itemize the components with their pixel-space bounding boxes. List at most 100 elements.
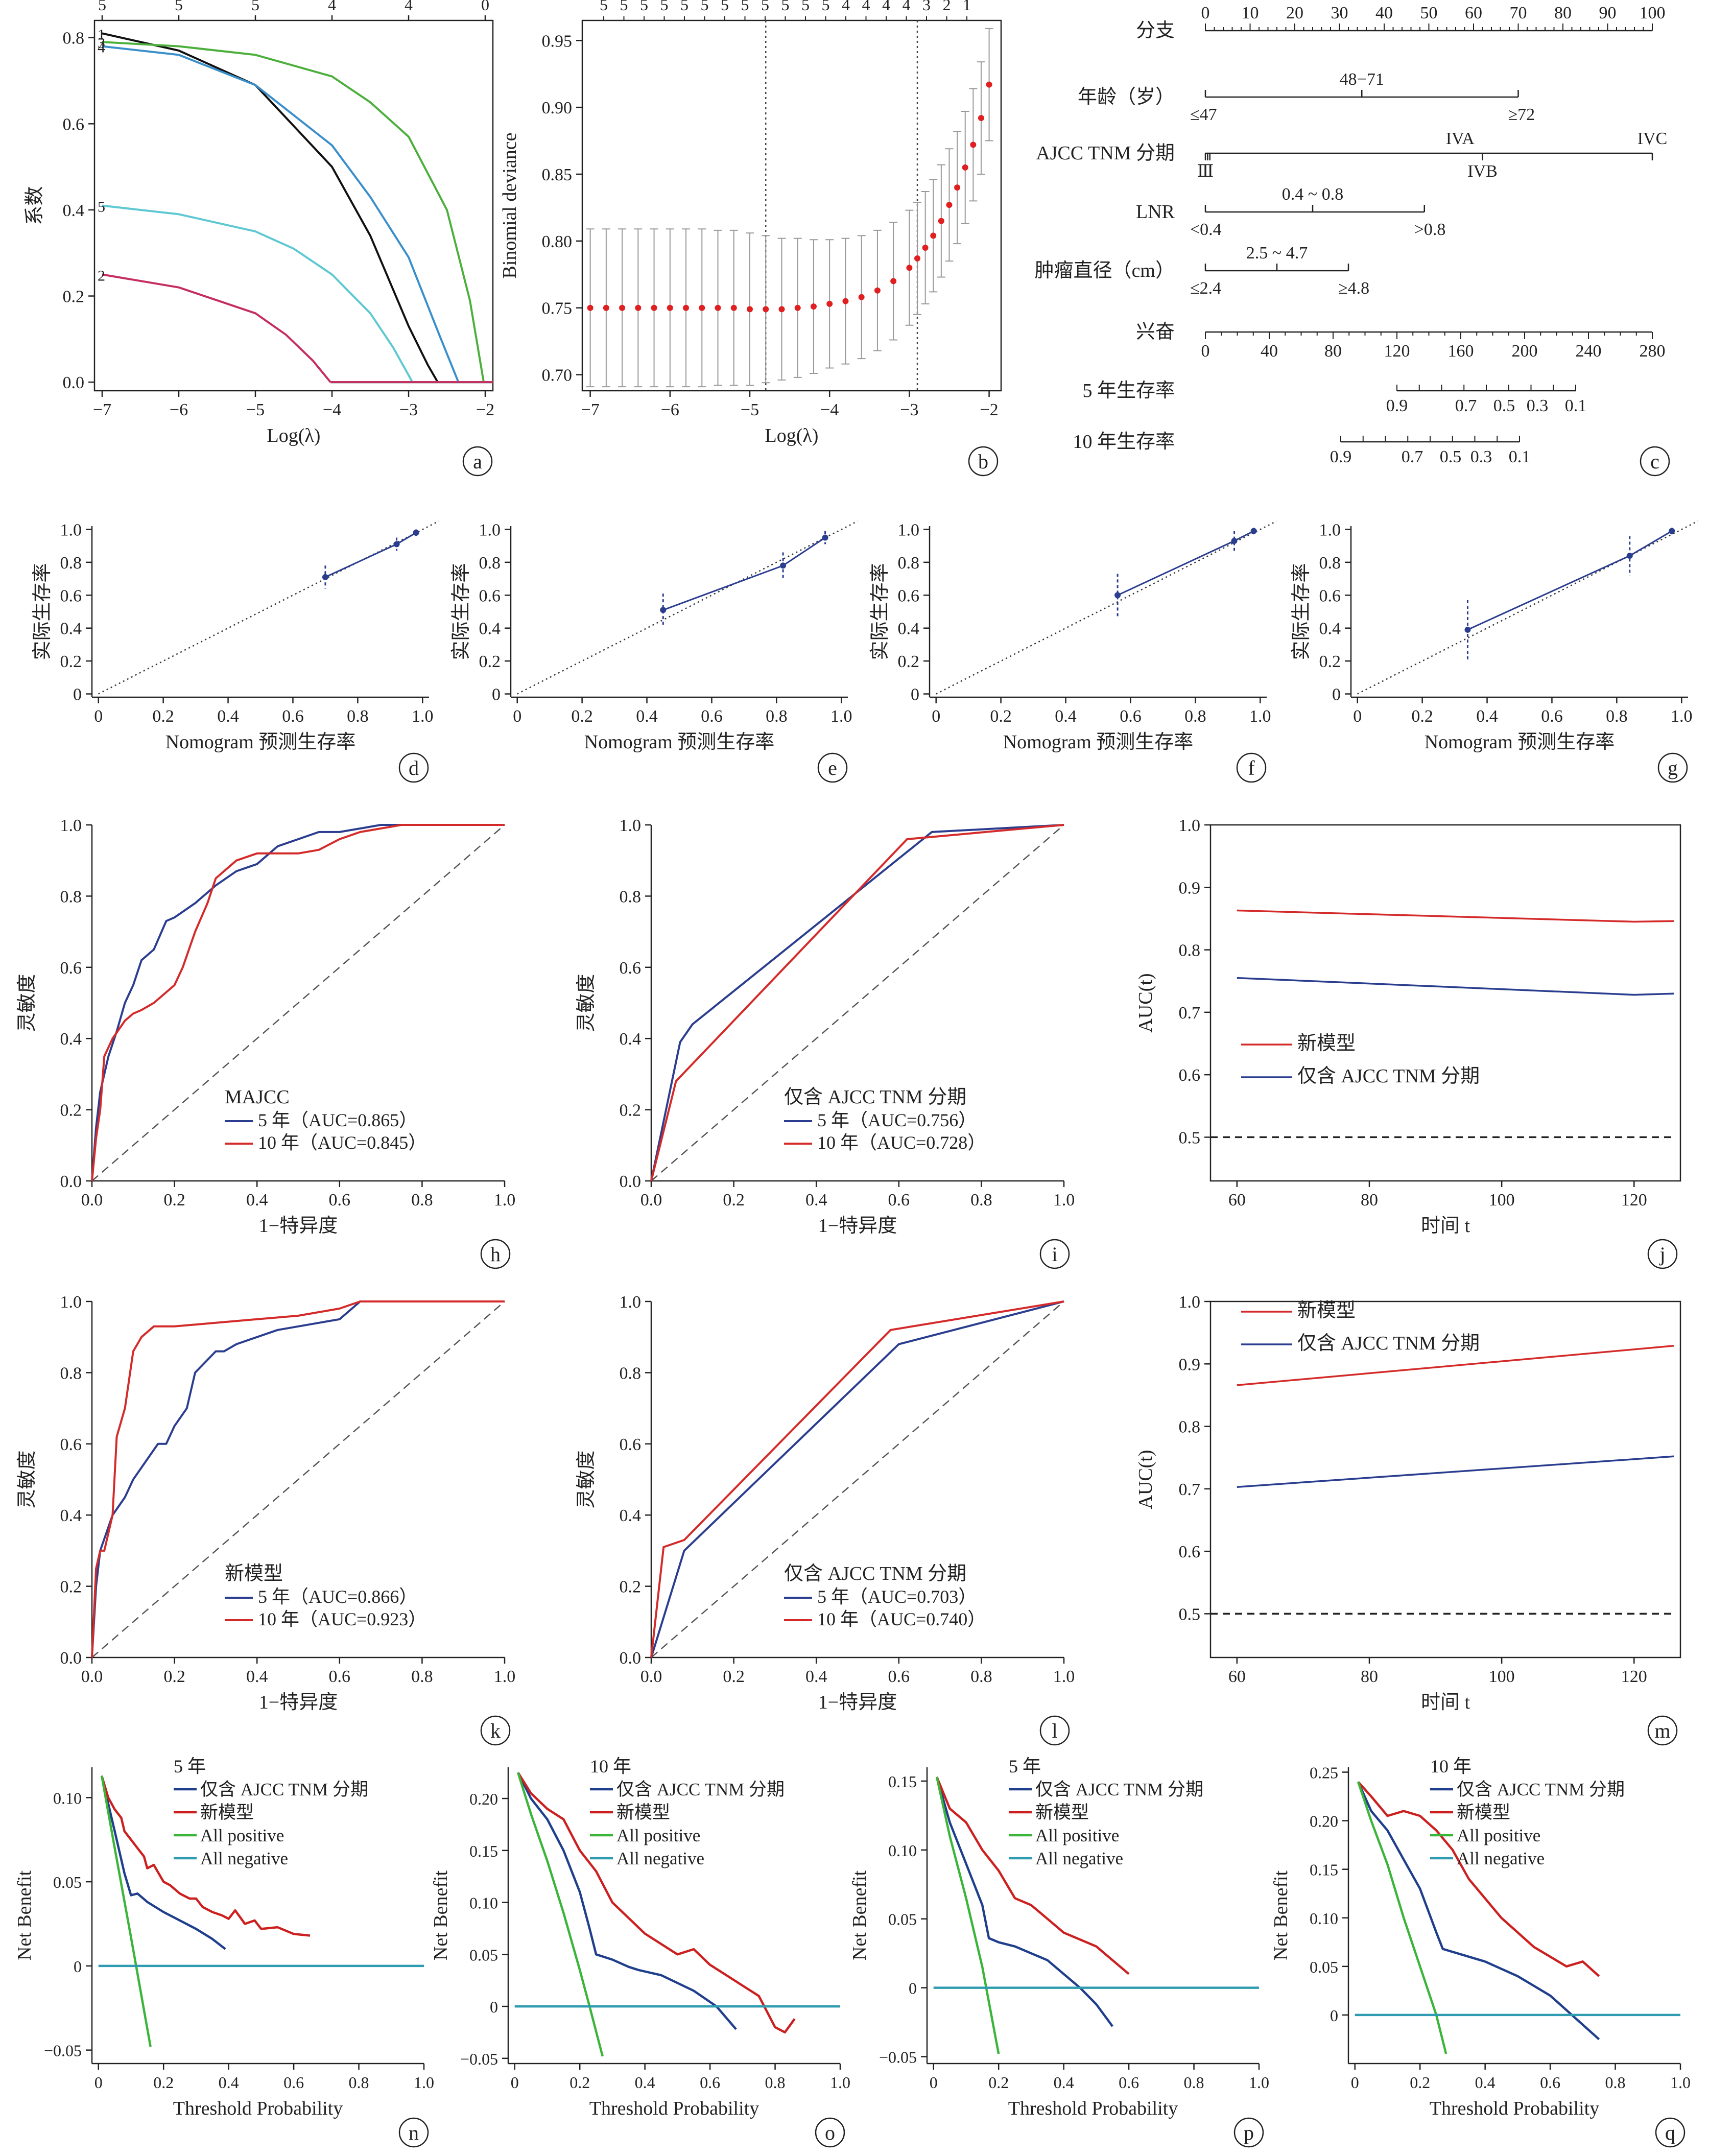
y-tick-label: 0.6 bbox=[1319, 586, 1341, 605]
top-tick-label: 4 bbox=[405, 0, 413, 14]
deviance-point bbox=[922, 244, 929, 251]
x-tick-label: 0.8 bbox=[411, 1667, 433, 1686]
y-tick-label: 1.0 bbox=[898, 520, 920, 539]
axes-o: 0 0.2 0.4 0.6 0.8 1.0 −0.05 0 0.05 0.10 0.15 0.20 Th… bbox=[430, 1756, 850, 2119]
y-tick-label: 0.75 bbox=[542, 299, 573, 318]
scale-tick-label: 10 bbox=[1242, 4, 1259, 22]
legend-label: All positive bbox=[1035, 1826, 1119, 1845]
scale-tick-label: 70 bbox=[1510, 4, 1527, 22]
x-axis-title: Nomogram 预测生存率 bbox=[1003, 731, 1194, 753]
x-axis-title: 1−特异度 bbox=[818, 1692, 897, 1713]
scale-tick-label: 0.7 bbox=[1455, 396, 1477, 415]
x-axis-title: 1−特异度 bbox=[259, 1215, 338, 1237]
panel-letter: l bbox=[1052, 1719, 1057, 1742]
y-tick-label: 0.6 bbox=[60, 959, 82, 978]
y-tick-label: 0.0 bbox=[60, 1172, 82, 1191]
x-tick-label: 1.0 bbox=[494, 1667, 516, 1686]
path-label: 4 bbox=[98, 39, 105, 56]
y-tick-label: 0.6 bbox=[60, 1435, 82, 1454]
x-axis-title: Threshold Probability bbox=[589, 2098, 759, 2119]
y-tick-label: 1.0 bbox=[1179, 1293, 1201, 1312]
x-tick-label: 1.0 bbox=[1671, 707, 1693, 726]
legend-label: 10 年（AUC=0.923） bbox=[258, 1609, 426, 1629]
y-axis-title: 灵敏度 bbox=[576, 1450, 597, 1508]
y-tick-label: 1.0 bbox=[479, 520, 501, 539]
calibration-point bbox=[822, 534, 828, 541]
panel-badge bbox=[1657, 752, 1688, 783]
x-tick-label: −2 bbox=[476, 400, 494, 419]
x-tick-label: 0.6 bbox=[1120, 707, 1142, 726]
scale-tick-label: 200 bbox=[1512, 342, 1538, 361]
y-axis-title: 实际生存率 bbox=[450, 563, 472, 660]
x-tick-label: 120 bbox=[1621, 1667, 1647, 1686]
plot-frame bbox=[93, 19, 494, 392]
panel-letter: i bbox=[1052, 1243, 1057, 1266]
y-axis-title: AUC(t) bbox=[1135, 1450, 1156, 1509]
top-tick-label: 5 bbox=[721, 0, 729, 14]
legend-label: All negative bbox=[200, 1849, 288, 1868]
legend-label: All negative bbox=[1457, 1849, 1545, 1868]
x-tick-label: −6 bbox=[661, 400, 679, 419]
panel-letter: m bbox=[1654, 1719, 1670, 1742]
x-tick-label: 0.6 bbox=[1540, 2073, 1560, 2092]
nomogram-row-label: 兴奋 bbox=[1136, 321, 1175, 343]
y-tick-label: 0.0 bbox=[620, 1649, 642, 1668]
y-tick-label: 0.15 bbox=[469, 1842, 498, 1860]
x-tick-label: 0.2 bbox=[988, 2073, 1009, 2092]
deviance-point bbox=[842, 298, 849, 304]
deviance-point bbox=[890, 278, 897, 285]
y-tick-label: 0 bbox=[1330, 2006, 1338, 2025]
y-tick-label: 0.70 bbox=[542, 366, 573, 385]
legend-title: 5 年 bbox=[1009, 1756, 1041, 1776]
roc-curve bbox=[91, 1300, 505, 1658]
y-axis-title: AUC(t) bbox=[1135, 973, 1156, 1032]
x-tick-label: 0.2 bbox=[571, 707, 593, 726]
top-tick-label: 5 bbox=[640, 0, 648, 14]
x-tick-label: 0.0 bbox=[81, 1667, 103, 1686]
y-tick-label: 0.15 bbox=[1310, 1861, 1338, 1879]
panel-badge bbox=[1647, 1715, 1678, 1746]
roc-curve bbox=[91, 1300, 505, 1658]
auc-line bbox=[1237, 977, 1674, 996]
x-tick-label: 0.4 bbox=[1055, 707, 1077, 726]
legend-label: 新模型 bbox=[1457, 1803, 1510, 1822]
x-tick-label: 0.4 bbox=[1475, 2073, 1496, 2092]
axes-l: 0.0 0.2 0.4 0.6 0.8 1.0 0.0 0.2 0.4 0.6 0.8 1.0 1−特异… bbox=[576, 1293, 1075, 1713]
legend-label: 5 年（AUC=0.866） bbox=[258, 1586, 417, 1607]
scale-tick-label: 0 bbox=[1201, 342, 1210, 361]
deviance-point bbox=[619, 304, 626, 311]
y-tick-label: 0.6 bbox=[63, 115, 85, 134]
axes-a: −7 −6 −5 −4 −3 −2 0.0 0.2 0.4 0.6 0.8 Log(λ) 系数 5 5 5 4 4… bbox=[24, 0, 494, 446]
y-axis-title: 灵敏度 bbox=[16, 1450, 38, 1508]
x-tick-label: 80 bbox=[1361, 1191, 1378, 1210]
y-tick-label: 0.8 bbox=[1179, 941, 1201, 960]
axes-e: 0 0.2 0.4 0.6 0.8 1.0 0 0.2 0.4 0.6 0.8 1.0 Nomogram… bbox=[450, 520, 858, 753]
scale-tick-label: >0.8 bbox=[1414, 220, 1446, 239]
y-tick-label: −0.05 bbox=[460, 2050, 498, 2068]
deviance-point bbox=[683, 304, 690, 311]
x-tick-label: 1.0 bbox=[1053, 1667, 1075, 1686]
top-tick-label: 4 bbox=[842, 0, 850, 14]
y-tick-label: 0.0 bbox=[60, 1649, 82, 1668]
coef-path bbox=[102, 204, 414, 383]
scale-tick-label: 0.1 bbox=[1509, 447, 1531, 466]
y-tick-label: 0.20 bbox=[469, 1790, 498, 1808]
path-label: 1 bbox=[98, 26, 105, 43]
x-tick-label: 0.6 bbox=[701, 707, 723, 726]
x-tick-label: 0.8 bbox=[765, 2073, 786, 2092]
legend-label: All negative bbox=[616, 1849, 704, 1868]
panel-letter: k bbox=[490, 1719, 501, 1742]
x-tick-label: 0.4 bbox=[1054, 2073, 1074, 2092]
nomogram-row-label: 分支 bbox=[1136, 20, 1175, 41]
y-tick-label: 0.95 bbox=[542, 32, 573, 51]
legend-label: 新模型 bbox=[1297, 1033, 1356, 1054]
legend-label: All negative bbox=[1035, 1849, 1123, 1868]
net-benefit-curve bbox=[517, 1772, 796, 2034]
x-tick-label: 0.8 bbox=[411, 1191, 433, 1210]
y-tick-label: 0.10 bbox=[469, 1894, 498, 1912]
scale-tick-label: ≥72 bbox=[1508, 105, 1535, 124]
x-tick-label: 0 bbox=[513, 707, 521, 726]
legend-title: 5 年 bbox=[174, 1756, 206, 1776]
x-tick-label: 0 bbox=[1353, 707, 1362, 726]
y-tick-label: 0.05 bbox=[1310, 1958, 1338, 1976]
